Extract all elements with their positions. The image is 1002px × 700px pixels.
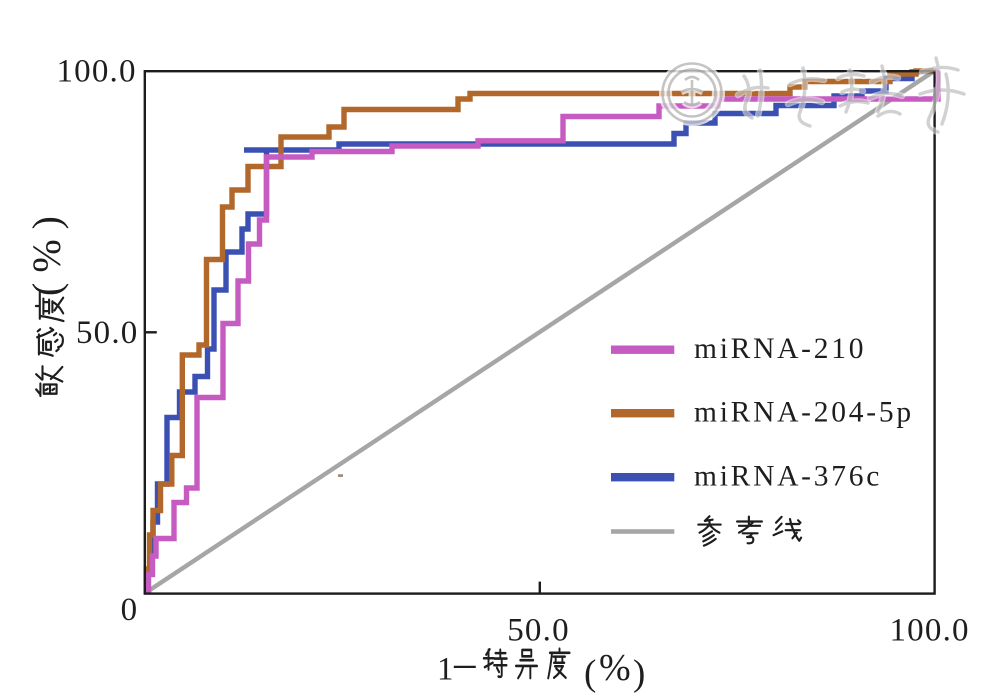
svg-text:100.0: 100.0	[889, 613, 969, 649]
svg-text:miRNA-210: miRNA-210	[694, 333, 866, 365]
svg-text:50.0: 50.0	[507, 613, 570, 649]
svg-text:(%): (%)	[24, 206, 69, 296]
svg-text:miRNA-204-5p: miRNA-204-5p	[694, 397, 914, 429]
svg-text:50.0: 50.0	[76, 315, 139, 351]
svg-text:1: 1	[437, 651, 455, 687]
svg-text:miRNA-376c: miRNA-376c	[694, 461, 882, 493]
svg-text:(: (	[584, 653, 596, 694]
svg-text:0: 0	[121, 592, 139, 628]
svg-text:%: %	[599, 647, 631, 689]
svg-text:100.0: 100.0	[56, 53, 136, 89]
svg-text:): )	[633, 653, 645, 694]
